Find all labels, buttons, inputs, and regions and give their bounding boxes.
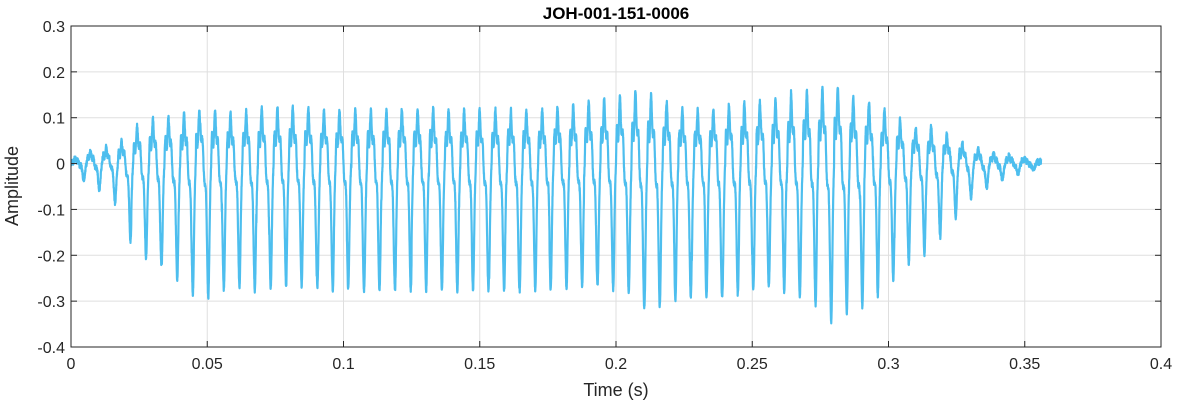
x-tick-label: 0.05: [192, 356, 223, 373]
y-tick-label: 0: [56, 157, 65, 174]
x-tick-label: 0.15: [464, 356, 495, 373]
y-axis-ticks: -0.4 -0.3 -0.2 -0.1 0 0.1 0.2 0.3: [37, 19, 1161, 357]
x-axis-label: Time (s): [583, 380, 648, 400]
plot-area: [71, 85, 1043, 325]
x-tick-label: 0.2: [605, 356, 627, 373]
y-tick-label: 0.1: [43, 111, 65, 128]
y-tick-label: 0.2: [43, 65, 65, 82]
y-tick-label: -0.3: [37, 294, 65, 311]
x-tick-label: 0.25: [737, 356, 768, 373]
y-tick-label: -0.2: [37, 248, 65, 265]
x-tick-label: 0.35: [1009, 356, 1040, 373]
x-tick-label: 0: [67, 356, 76, 373]
y-tick-label: -0.4: [37, 340, 65, 357]
chart-title: JOH-001-151-0006: [543, 4, 689, 23]
y-axis-label: Amplitude: [2, 146, 22, 226]
x-tick-label: 0.4: [1150, 356, 1172, 373]
x-tick-label: 0.1: [332, 356, 354, 373]
x-tick-label: 0.3: [877, 356, 899, 373]
y-tick-label: 0.3: [43, 19, 65, 36]
waveform-line: [71, 85, 1043, 325]
y-tick-label: -0.1: [37, 202, 65, 219]
x-axis-ticks: 0 0.05 0.1 0.15 0.2 0.25 0.3 0.35 0.4: [67, 26, 1172, 373]
